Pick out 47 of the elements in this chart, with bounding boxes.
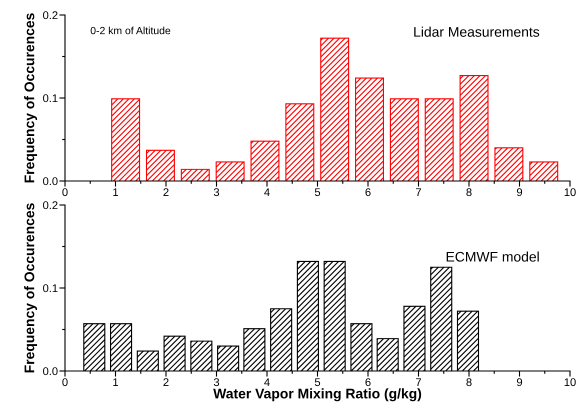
y-tick-label: 0.1 <box>43 284 58 292</box>
x-tick-label: 8 <box>466 188 472 196</box>
bar <box>111 98 140 181</box>
x-tick-label: 2 <box>163 378 169 386</box>
x-tick-label: 5 <box>314 378 320 386</box>
x-tick-label: 3 <box>214 378 220 386</box>
bar <box>216 161 245 181</box>
x-tick-label: 6 <box>365 188 371 196</box>
y-axis-title: Frequency of Occurences <box>24 13 38 182</box>
x-tick-label: 7 <box>416 378 422 386</box>
bar <box>529 161 558 181</box>
x-tick-label: 8 <box>466 378 472 386</box>
x-tick-label: 4 <box>264 188 270 196</box>
bar <box>180 168 210 181</box>
annotation: Lidar Measurements <box>414 26 540 37</box>
bar <box>250 140 280 181</box>
x-tick-label: 7 <box>416 188 422 196</box>
x-tick-label: 5 <box>314 188 320 196</box>
x-tick-label: 0 <box>62 378 68 386</box>
y-tick-label: 0.2 <box>43 201 58 210</box>
x-axis-title: Water Vapor Mixing Ratio (g/kg) <box>213 388 422 402</box>
x-tick-label: 0 <box>62 188 68 196</box>
bar <box>146 150 175 181</box>
x-tick-label: 4 <box>264 378 270 386</box>
bar <box>494 147 524 181</box>
bar <box>460 75 489 181</box>
bar <box>285 103 314 181</box>
x-tick-label: 1 <box>113 378 118 386</box>
x-tick-label: 6 <box>365 378 371 386</box>
x-tick-label: 3 <box>214 188 220 196</box>
bar <box>355 78 384 181</box>
y-tick-label: 0.2 <box>43 11 58 20</box>
x-tick-label: 1 <box>113 188 118 196</box>
x-tick-label: 10 <box>564 378 576 386</box>
bar <box>424 98 454 181</box>
annotation: ECMWF model <box>446 251 539 262</box>
bar <box>320 38 350 181</box>
x-tick-label: 9 <box>516 188 522 196</box>
x-tick-label: 10 <box>564 188 576 196</box>
y-tick-label: 0.1 <box>43 94 58 102</box>
bar <box>390 98 419 181</box>
annotation: 0-2 km of Altitude <box>90 26 170 34</box>
y-axis-title: Frequency of Occurences <box>24 203 38 372</box>
y-tick-label: 0.0 <box>43 367 58 376</box>
x-tick-label: 9 <box>516 378 522 386</box>
x-tick-label: 2 <box>163 188 169 196</box>
y-tick-label: 0.0 <box>43 177 58 186</box>
